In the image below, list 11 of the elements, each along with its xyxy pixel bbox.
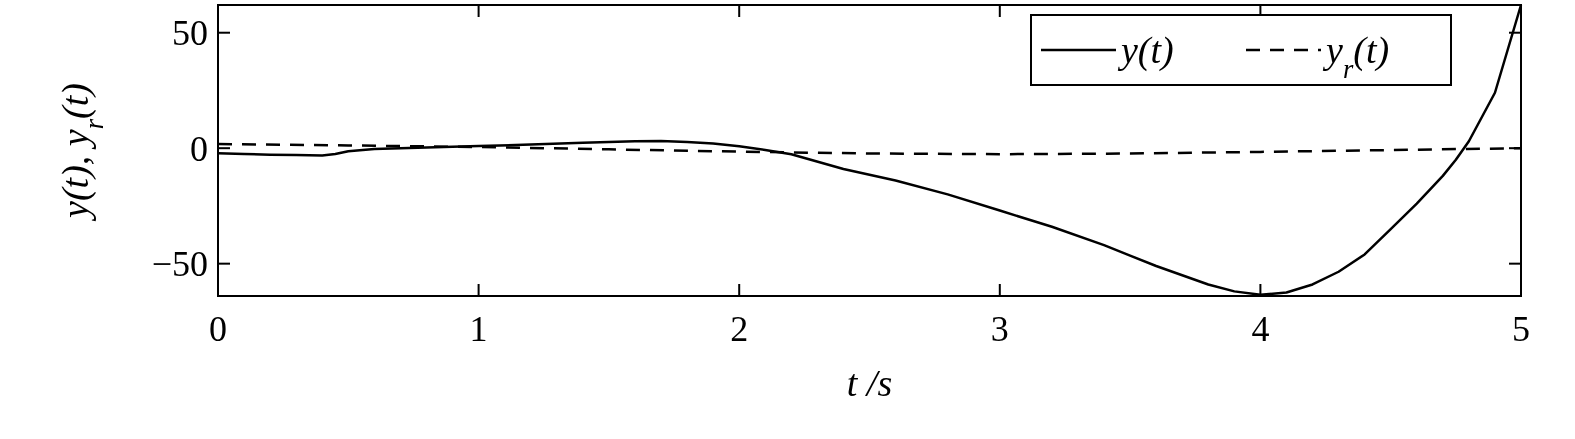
x-tick-label: 4 bbox=[1251, 309, 1270, 349]
x-tick-label: 2 bbox=[730, 309, 749, 349]
x-tick-label: 5 bbox=[1512, 309, 1530, 349]
x-tick-label: 1 bbox=[469, 309, 488, 349]
x-tick-label: 3 bbox=[990, 309, 1009, 349]
x-axis-title: t /s bbox=[846, 362, 893, 404]
y-tick-label: −50 bbox=[151, 244, 208, 285]
y-tick-label: 0 bbox=[190, 128, 208, 169]
legend-label: y$_{r}$(t) bbox=[1322, 29, 1390, 85]
y-tick-label: 50 bbox=[172, 13, 208, 54]
legend-label: y(t) bbox=[1117, 29, 1174, 73]
